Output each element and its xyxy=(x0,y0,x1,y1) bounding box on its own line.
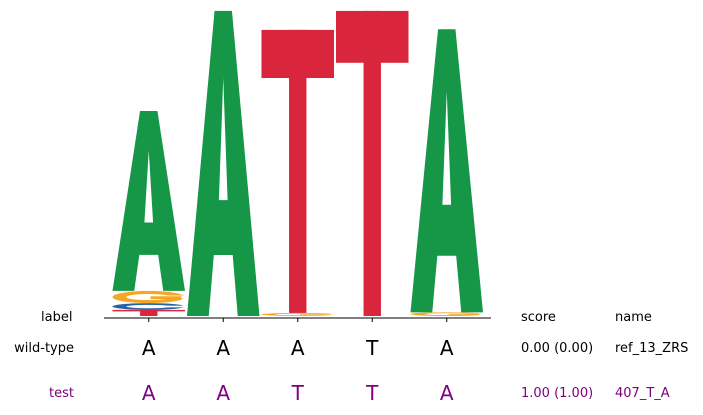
row-1-name: 407_T_A xyxy=(615,386,670,401)
logo-letter-T-pos4-0 xyxy=(336,10,409,317)
row-label-1: test xyxy=(49,386,74,401)
logo-letter-G-pos3-0 xyxy=(261,312,336,316)
header-label: label xyxy=(41,310,73,325)
logo-letter-G-pos5-0 xyxy=(410,312,485,316)
row-1-base-4: T xyxy=(366,381,379,405)
logo-letter-A-pos1-3 xyxy=(112,110,185,291)
row-0-base-4: T xyxy=(366,336,379,360)
logo-letter-T-pos1-0 xyxy=(112,309,185,316)
row-label-0: wild-type xyxy=(14,341,74,356)
row-1-base-1: A xyxy=(141,381,156,405)
logo-letter-C-pos1-1 xyxy=(112,303,187,310)
header-name: name xyxy=(615,310,652,325)
row-0-name: ref_13_ZRS xyxy=(615,341,689,356)
logo-letter-G-pos1-2 xyxy=(112,290,187,304)
row-0-base-5: A xyxy=(439,336,454,360)
row-1-base-5: A xyxy=(439,381,454,405)
logo-letter-T-pos3-1 xyxy=(261,29,334,313)
logo-letter-A-pos2-0 xyxy=(187,10,260,317)
header-score: score xyxy=(521,310,556,325)
row-0-base-1: A xyxy=(141,336,156,360)
row-0-base-3: A xyxy=(290,336,305,360)
row-1-base-2: A xyxy=(216,381,231,405)
row-1-base-3: T xyxy=(291,381,304,405)
row-0-base-2: A xyxy=(216,336,231,360)
logo-letter-A-pos5-1 xyxy=(410,29,483,313)
row-0-score: 0.00 (0.00) xyxy=(521,341,594,356)
row-1-score: 1.00 (1.00) xyxy=(521,386,594,401)
